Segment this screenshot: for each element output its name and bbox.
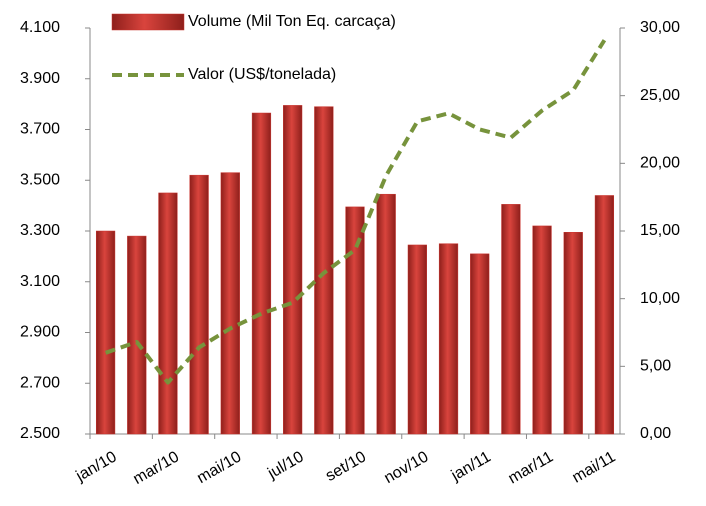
- y-tick-label: 2.900: [20, 324, 60, 341]
- y-tick-label: 2.500: [20, 425, 60, 442]
- y2-tick-label: 15,00: [640, 222, 680, 239]
- y2-tick-label: 5,00: [640, 358, 671, 375]
- y-tick-label: 3.100: [20, 273, 60, 290]
- x-tick-label: jan/11: [448, 448, 494, 484]
- bar: [158, 192, 178, 435]
- y2-tick-label: 30,00: [640, 19, 680, 36]
- bar: [438, 243, 459, 435]
- bar: [563, 232, 583, 435]
- legend-label: Volume (Mil Ton Eq. carcaça): [188, 13, 396, 30]
- bar: [501, 204, 521, 435]
- bar: [220, 172, 240, 435]
- y-tick-label: 3.700: [20, 121, 60, 138]
- bar: [283, 105, 303, 435]
- x-tick-label: jul/10: [264, 448, 307, 482]
- legend-swatch: [111, 13, 185, 31]
- x-tick-label: mai/10: [194, 448, 244, 487]
- y2-tick-label: 25,00: [640, 87, 680, 104]
- y2-tick-label: 20,00: [640, 155, 680, 172]
- y-tick-label: 3.300: [20, 222, 60, 239]
- bar: [407, 244, 427, 435]
- bar: [127, 235, 147, 435]
- x-tick-label: mar/11: [506, 448, 557, 487]
- bar: [376, 193, 396, 435]
- x-tick-label: set/10: [323, 448, 369, 485]
- y-tick-label: 4.100: [20, 19, 60, 36]
- bar: [251, 112, 272, 435]
- bar: [594, 195, 615, 435]
- legend-label: Valor (US$/tonelada): [188, 66, 336, 83]
- line: [104, 39, 607, 385]
- y2-tick-label: 10,00: [640, 290, 680, 307]
- x-tick-label: jan/10: [73, 448, 120, 485]
- bar: [95, 230, 116, 435]
- bar: [470, 253, 490, 435]
- x-tick-label: mar/10: [130, 448, 182, 488]
- bar: [189, 174, 209, 435]
- bar: [532, 225, 552, 435]
- bar: [314, 106, 334, 435]
- y-tick-label: 3.900: [20, 70, 60, 87]
- x-tick-label: nov/10: [381, 448, 431, 487]
- y2-tick-label: 0,00: [640, 425, 671, 442]
- bar: [345, 206, 365, 435]
- y-tick-label: 3.500: [20, 171, 60, 188]
- y-tick-label: 2.700: [20, 374, 60, 391]
- x-tick-label: mai/11: [569, 448, 618, 486]
